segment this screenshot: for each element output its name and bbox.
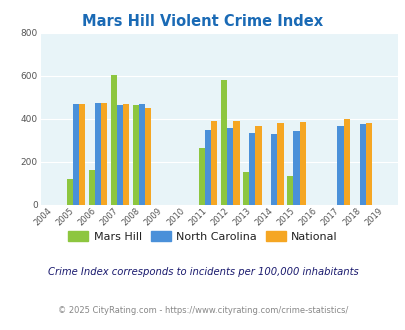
Bar [79, 104, 85, 205]
Bar [139, 104, 145, 205]
Bar [205, 129, 211, 205]
Bar [233, 121, 239, 205]
Text: Mars Hill Violent Crime Index: Mars Hill Violent Crime Index [82, 14, 323, 29]
Bar [293, 131, 299, 205]
Bar [358, 123, 365, 205]
Text: © 2025 CityRating.com - https://www.cityrating.com/crime-statistics/: © 2025 CityRating.com - https://www.city… [58, 306, 347, 315]
Bar [277, 123, 283, 205]
Legend: Mars Hill, North Carolina, National: Mars Hill, North Carolina, National [64, 227, 341, 246]
Bar [88, 170, 95, 205]
Bar [220, 80, 227, 205]
Bar [117, 105, 123, 205]
Bar [337, 126, 343, 205]
Bar [95, 103, 101, 205]
Bar [72, 104, 79, 205]
Bar [227, 128, 233, 205]
Bar [249, 133, 255, 205]
Bar [198, 148, 205, 205]
Bar [123, 104, 129, 205]
Bar [101, 103, 107, 205]
Bar [66, 179, 72, 205]
Text: Crime Index corresponds to incidents per 100,000 inhabitants: Crime Index corresponds to incidents per… [47, 267, 358, 277]
Bar [145, 108, 151, 205]
Bar [243, 172, 249, 205]
Bar [111, 76, 117, 205]
Bar [255, 126, 261, 205]
Bar [365, 123, 371, 205]
Bar [132, 105, 139, 205]
Bar [271, 134, 277, 205]
Bar [286, 176, 293, 205]
Bar [211, 121, 217, 205]
Bar [299, 122, 305, 205]
Bar [343, 119, 349, 205]
